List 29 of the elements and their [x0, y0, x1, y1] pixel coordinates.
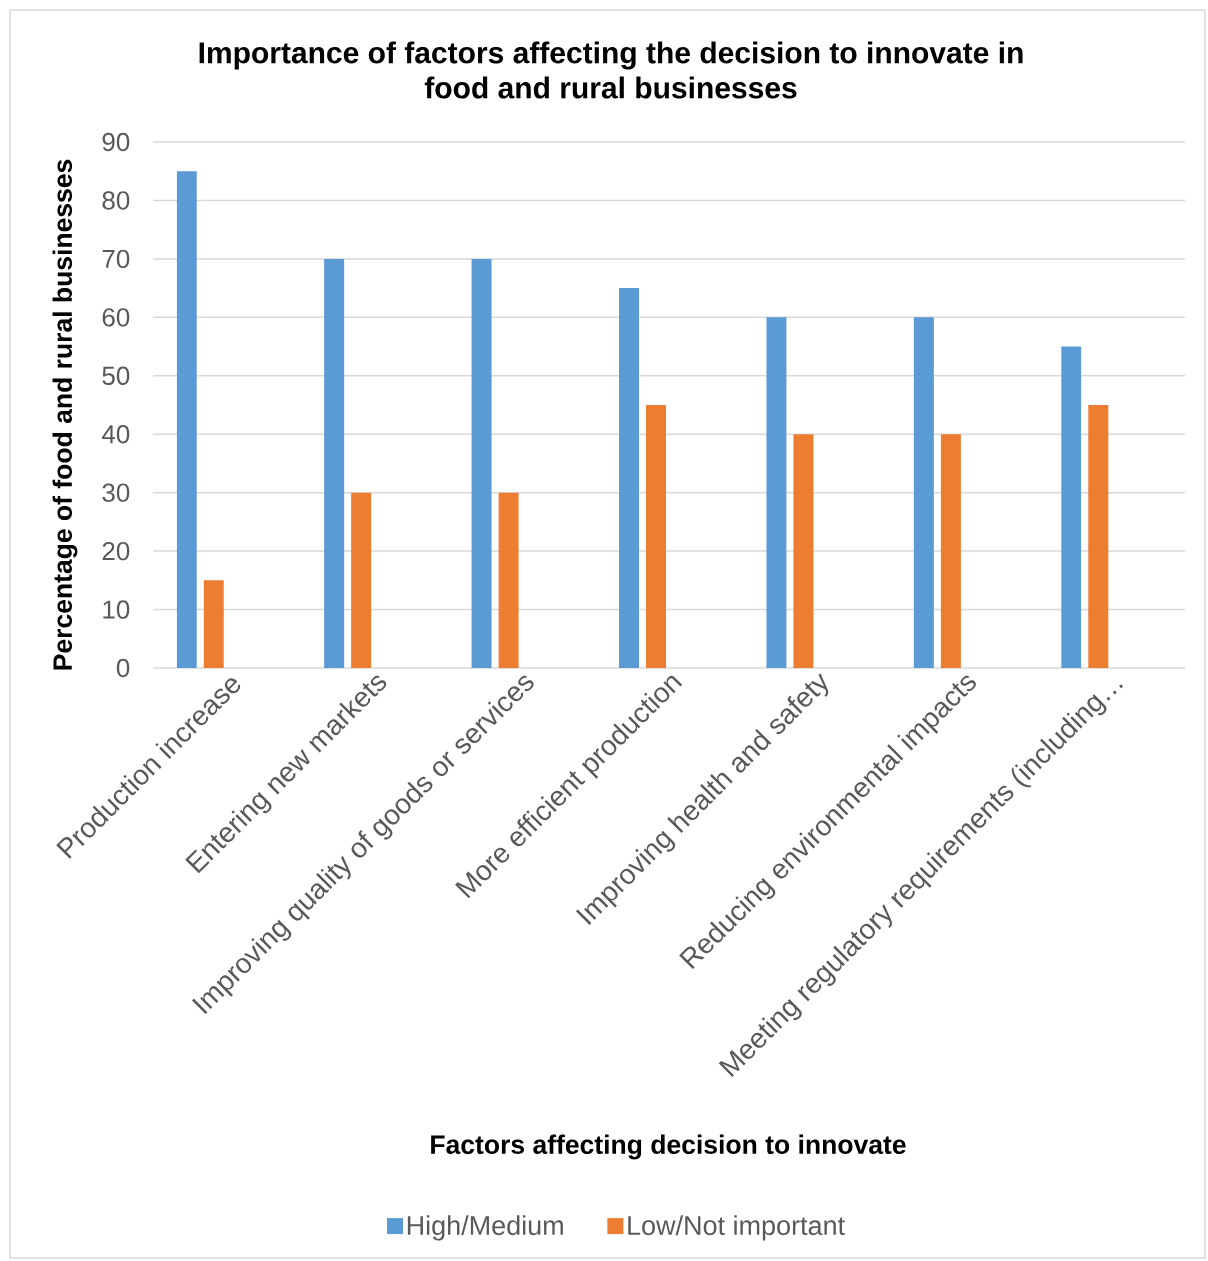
y-axis-title: Percentage of food and rural businesses — [52, 159, 78, 670]
bar — [351, 492, 372, 668]
y-tick-label: 90 — [102, 132, 130, 152]
bar — [498, 492, 519, 668]
bar — [324, 258, 345, 668]
y-tick-label: 30 — [102, 483, 130, 502]
y-tick-label: 40 — [101, 425, 130, 444]
bar — [471, 258, 492, 668]
legend-label: Low/Not important — [628, 1215, 845, 1241]
bar — [793, 434, 814, 668]
y-tick-label: 20 — [102, 541, 130, 561]
y-tick-label: 50 — [102, 366, 130, 385]
legend-label: High/Medium — [407, 1215, 563, 1241]
bar — [766, 317, 787, 668]
bar — [913, 317, 934, 668]
y-tick-label: 70 — [102, 249, 130, 269]
bar — [203, 580, 224, 668]
bar — [619, 288, 639, 668]
y-tick-label: 60 — [102, 308, 130, 327]
y-tick-label: 80 — [102, 191, 130, 210]
bar — [1088, 405, 1109, 668]
chart-title: Importance of factors affecting the decision to innovate in food and rural businesses — [199, 41, 1023, 99]
bar — [940, 434, 961, 668]
bar — [176, 171, 197, 668]
y-tick-label: 10 — [103, 600, 130, 619]
bar — [646, 405, 667, 668]
y-tick-label: 0 — [116, 658, 130, 678]
bar — [1061, 346, 1082, 668]
x-axis-title: Factors affecting decision to innovate — [431, 1134, 906, 1160]
